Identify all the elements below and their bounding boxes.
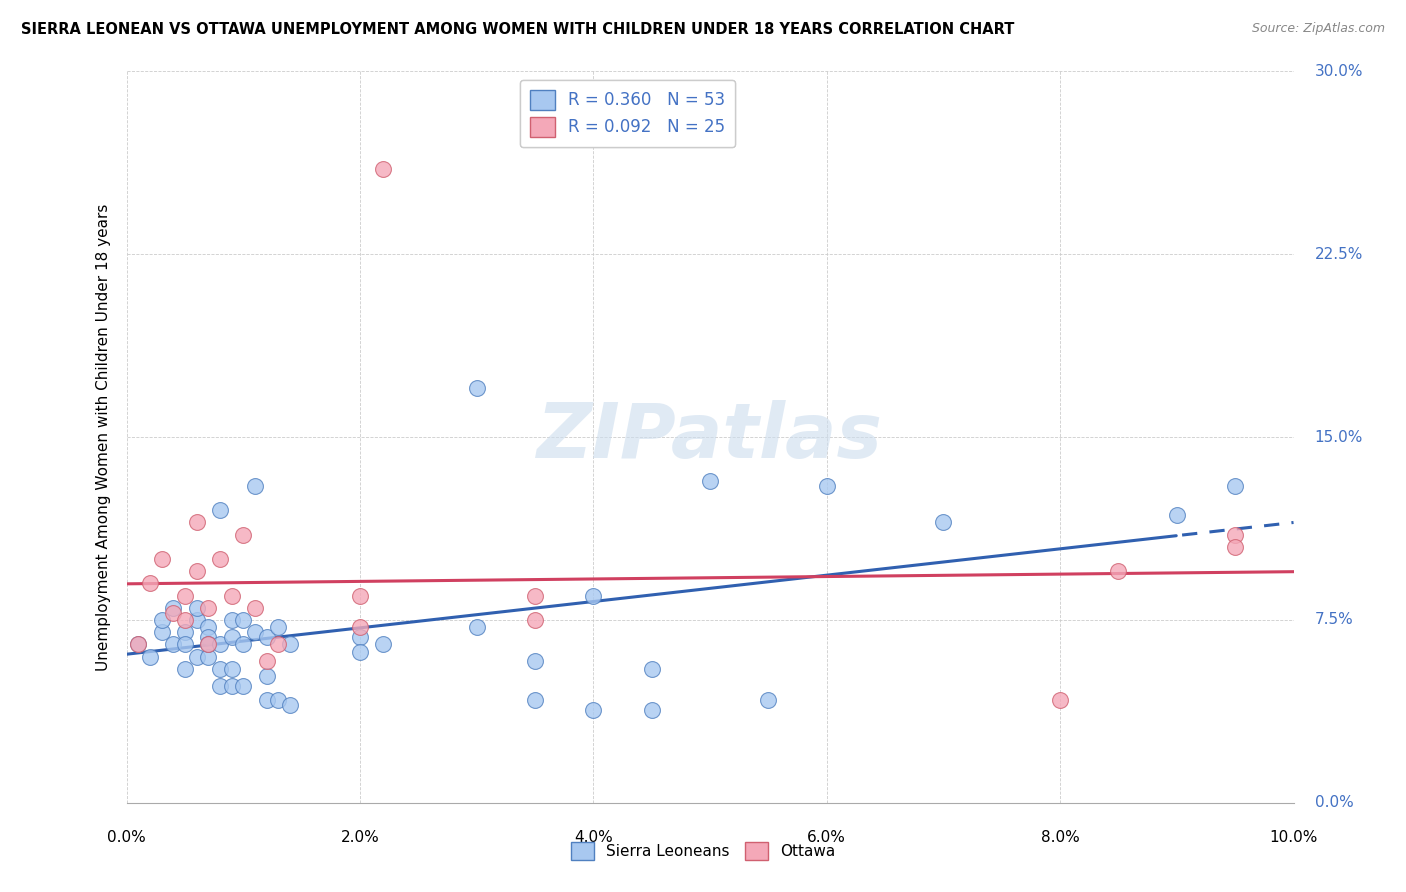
Point xyxy=(174,589,197,603)
Point xyxy=(232,613,254,627)
Point xyxy=(186,516,208,530)
Point xyxy=(162,606,184,620)
Point xyxy=(256,669,278,683)
Point xyxy=(221,679,243,693)
Text: 7.5%: 7.5% xyxy=(1315,613,1354,627)
Point xyxy=(524,589,547,603)
Point xyxy=(232,679,254,693)
Point xyxy=(267,637,290,651)
Point xyxy=(197,600,219,615)
Point xyxy=(256,693,278,707)
Text: 2.0%: 2.0% xyxy=(340,830,380,845)
Text: 15.0%: 15.0% xyxy=(1315,430,1362,444)
Point xyxy=(174,637,197,651)
Point xyxy=(162,637,184,651)
Text: ZIPatlas: ZIPatlas xyxy=(537,401,883,474)
Point xyxy=(221,630,243,644)
Point xyxy=(465,381,488,395)
Point xyxy=(186,600,208,615)
Point xyxy=(582,589,605,603)
Text: Source: ZipAtlas.com: Source: ZipAtlas.com xyxy=(1251,22,1385,36)
Legend: Sierra Leoneans, Ottawa: Sierra Leoneans, Ottawa xyxy=(565,836,841,866)
Point xyxy=(349,620,371,634)
Point xyxy=(1166,508,1188,522)
Point xyxy=(127,637,149,651)
Point xyxy=(349,630,371,644)
Point xyxy=(150,613,173,627)
Point xyxy=(208,662,231,676)
Point xyxy=(243,600,266,615)
Point xyxy=(373,637,395,651)
Point xyxy=(186,649,208,664)
Point xyxy=(465,620,488,634)
Point xyxy=(1223,540,1246,554)
Point xyxy=(186,564,208,578)
Point xyxy=(815,479,838,493)
Point xyxy=(349,645,371,659)
Point xyxy=(1049,693,1071,707)
Point xyxy=(208,679,231,693)
Point xyxy=(256,630,278,644)
Text: 22.5%: 22.5% xyxy=(1315,247,1362,261)
Point xyxy=(699,474,721,488)
Text: 4.0%: 4.0% xyxy=(574,830,613,845)
Point xyxy=(349,589,371,603)
Point xyxy=(208,503,231,517)
Point xyxy=(221,613,243,627)
Point xyxy=(278,637,301,651)
Point xyxy=(139,576,162,591)
Point xyxy=(243,625,266,640)
Point xyxy=(932,516,955,530)
Point xyxy=(640,703,664,717)
Text: 0.0%: 0.0% xyxy=(1315,796,1354,810)
Point xyxy=(174,662,197,676)
Text: 8.0%: 8.0% xyxy=(1040,830,1080,845)
Point xyxy=(524,613,547,627)
Point xyxy=(208,637,231,651)
Point xyxy=(267,693,290,707)
Point xyxy=(267,620,290,634)
Point xyxy=(197,637,219,651)
Legend: R = 0.360   N = 53, R = 0.092   N = 25: R = 0.360 N = 53, R = 0.092 N = 25 xyxy=(520,79,735,147)
Point xyxy=(197,649,219,664)
Point xyxy=(150,552,173,566)
Point xyxy=(150,625,173,640)
Point xyxy=(197,620,219,634)
Point xyxy=(139,649,162,664)
Point xyxy=(243,479,266,493)
Point xyxy=(174,625,197,640)
Point xyxy=(756,693,779,707)
Text: 30.0%: 30.0% xyxy=(1315,64,1362,78)
Point xyxy=(278,698,301,713)
Text: 10.0%: 10.0% xyxy=(1270,830,1317,845)
Point xyxy=(524,693,547,707)
Point xyxy=(582,703,605,717)
Point xyxy=(640,662,664,676)
Point xyxy=(127,637,149,651)
Point xyxy=(1223,527,1246,541)
Point xyxy=(197,637,219,651)
Point xyxy=(221,662,243,676)
Point xyxy=(1108,564,1130,578)
Point xyxy=(197,630,219,644)
Text: SIERRA LEONEAN VS OTTAWA UNEMPLOYMENT AMONG WOMEN WITH CHILDREN UNDER 18 YEARS C: SIERRA LEONEAN VS OTTAWA UNEMPLOYMENT AM… xyxy=(21,22,1015,37)
Point xyxy=(524,654,547,668)
Point xyxy=(373,161,395,176)
Point xyxy=(221,589,243,603)
Point xyxy=(256,654,278,668)
Text: 6.0%: 6.0% xyxy=(807,830,846,845)
Point xyxy=(232,527,254,541)
Point xyxy=(162,600,184,615)
Point xyxy=(232,637,254,651)
Point xyxy=(1223,479,1246,493)
Point xyxy=(186,613,208,627)
Point xyxy=(208,552,231,566)
Point xyxy=(174,613,197,627)
Y-axis label: Unemployment Among Women with Children Under 18 years: Unemployment Among Women with Children U… xyxy=(96,203,111,671)
Text: 0.0%: 0.0% xyxy=(107,830,146,845)
